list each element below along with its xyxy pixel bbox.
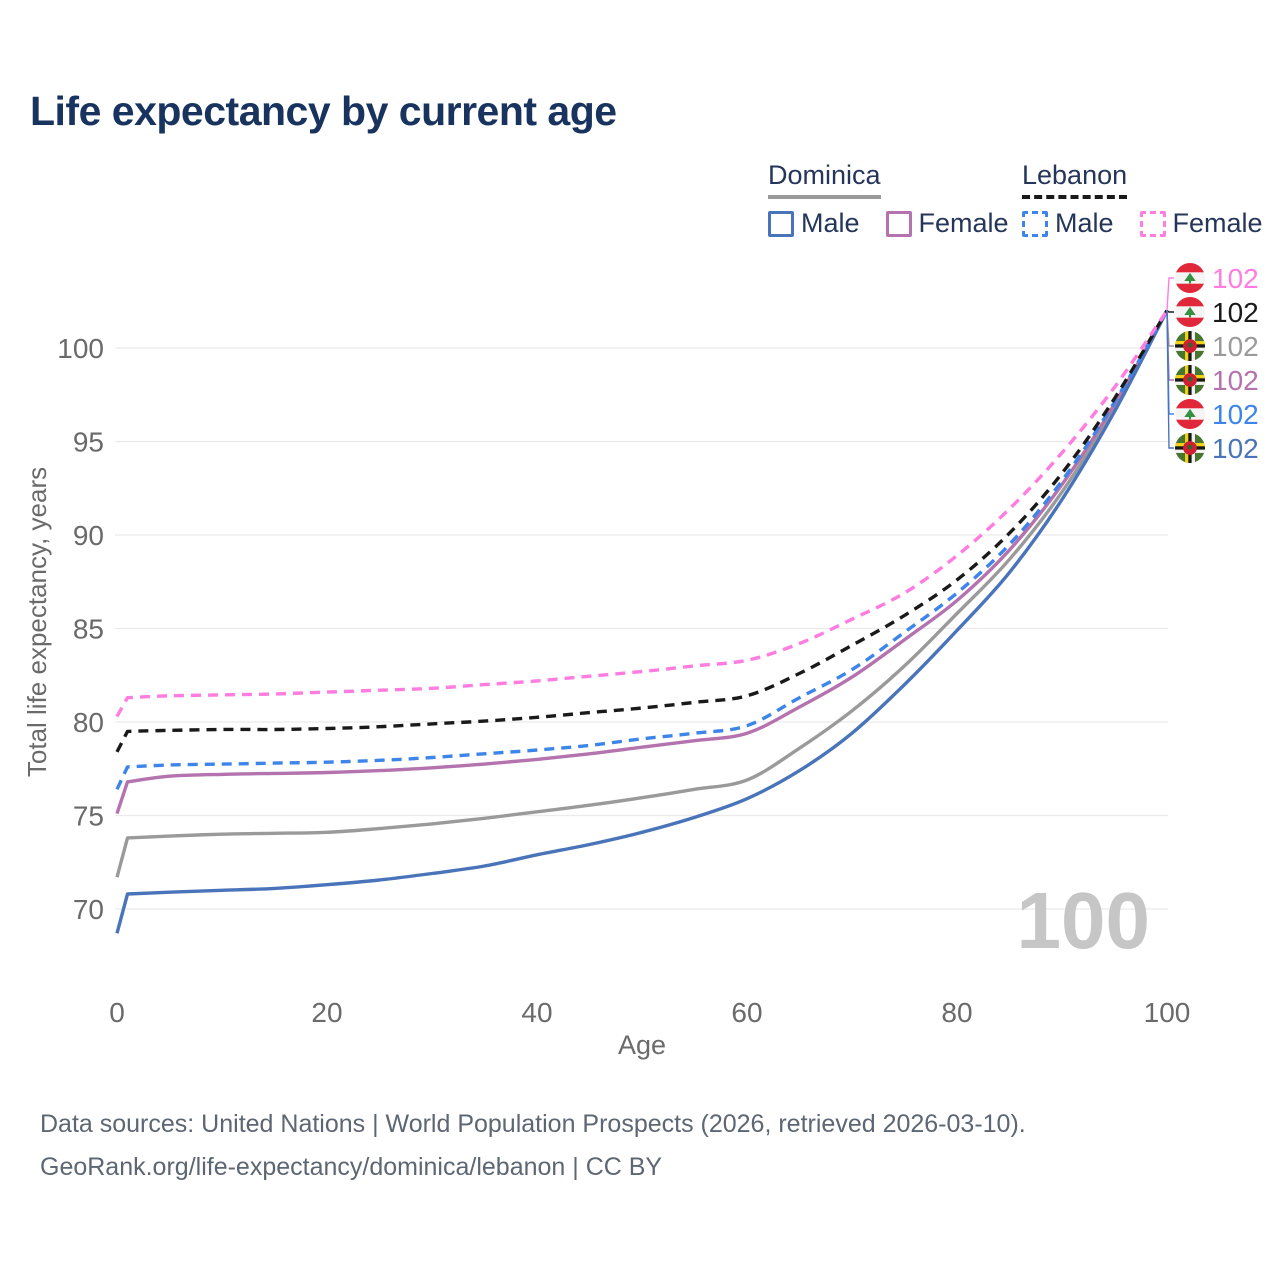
series-line-lebanon-female[interactable] bbox=[115, 309, 1169, 718]
end-label-connector bbox=[1166, 310, 1174, 449]
footer-attribution: Data sources: United Nations | World Pop… bbox=[40, 1103, 1026, 1189]
legend-item-lebanon-female[interactable]: Female bbox=[1139, 208, 1263, 239]
lebanon-female-swatch-icon bbox=[1139, 210, 1166, 237]
page-title: Life expectancy by current age bbox=[30, 88, 617, 134]
age-counter-watermark: 100 bbox=[1017, 876, 1150, 965]
dominica-male-swatch-icon bbox=[768, 210, 794, 237]
series-line-lebanon-male[interactable] bbox=[115, 309, 1169, 791]
y-tick-label: 80 bbox=[73, 707, 104, 738]
end-label-lebanon-both-sexes[interactable]: 102 bbox=[1212, 297, 1259, 328]
y-tick-label: 85 bbox=[73, 614, 104, 645]
legend-group-lebanon: Lebanon Male Female bbox=[1022, 160, 1263, 239]
end-label-connector bbox=[1166, 310, 1174, 313]
legend-country-lebanon[interactable]: Lebanon bbox=[1022, 160, 1128, 199]
x-tick-label: 60 bbox=[731, 997, 762, 1028]
end-label-dominica-male[interactable]: 102 bbox=[1212, 433, 1259, 464]
y-tick-label: 95 bbox=[73, 427, 104, 458]
lebanon-flag-icon bbox=[1175, 399, 1205, 429]
series-line-dominica-female[interactable] bbox=[115, 309, 1169, 815]
legend-item-label: Male bbox=[801, 208, 860, 238]
y-axis-title: Total life expectancy, years bbox=[22, 467, 52, 777]
legend-item-lebanon-male[interactable]: Male bbox=[1022, 208, 1114, 239]
dominica-flag-icon bbox=[1175, 365, 1205, 395]
series-line-dominica-male[interactable] bbox=[115, 309, 1169, 934]
legend-item-label: Female bbox=[918, 208, 1009, 238]
dominica-flag-icon bbox=[1175, 433, 1205, 463]
x-axis-title: Age bbox=[618, 1030, 666, 1060]
footer-line2: GeoRank.org/life-expectancy/dominica/leb… bbox=[40, 1153, 663, 1181]
series-line-lebanon-both-sexes[interactable] bbox=[115, 309, 1169, 753]
x-tick-label: 100 bbox=[1144, 997, 1191, 1028]
legend-item-dominica-male[interactable]: Male bbox=[768, 208, 860, 239]
footer-line1: Data sources: United Nations | World Pop… bbox=[40, 1110, 1026, 1138]
lebanon-line-style-icon bbox=[1022, 195, 1128, 199]
y-tick-label: 100 bbox=[57, 333, 104, 364]
dominica-flag-icon bbox=[1175, 331, 1205, 361]
end-label-lebanon-female[interactable]: 102 bbox=[1212, 263, 1259, 294]
legend-item-label: Male bbox=[1055, 208, 1114, 238]
legend-item-label: Female bbox=[1172, 208, 1263, 238]
dominica-line-style-icon bbox=[768, 195, 881, 199]
y-tick-label: 70 bbox=[73, 894, 104, 925]
x-tick-label: 20 bbox=[311, 997, 342, 1028]
x-tick-label: 80 bbox=[941, 997, 972, 1028]
y-tick-label: 90 bbox=[73, 520, 104, 551]
lebanon-flag-icon bbox=[1175, 297, 1205, 327]
lebanon-flag-icon bbox=[1175, 263, 1205, 293]
legend-country-label: Dominica bbox=[768, 160, 881, 190]
end-label-connector bbox=[1166, 277, 1174, 311]
x-tick-label: 0 bbox=[109, 997, 125, 1028]
y-tick-label: 75 bbox=[73, 801, 104, 832]
x-tick-label: 40 bbox=[521, 997, 552, 1028]
end-label-lebanon-male[interactable]: 102 bbox=[1212, 399, 1259, 430]
legend-country-dominica[interactable]: Dominica bbox=[768, 160, 881, 199]
lebanon-male-swatch-icon bbox=[1022, 210, 1048, 237]
legend-item-dominica-female[interactable]: Female bbox=[885, 208, 1009, 239]
dominica-female-swatch-icon bbox=[885, 210, 912, 237]
legend-country-label: Lebanon bbox=[1022, 160, 1128, 190]
end-label-dominica-both-sexes[interactable]: 102 bbox=[1212, 331, 1259, 362]
legend-group-dominica: Dominica Male Female bbox=[768, 160, 1009, 239]
series-line-dominica-both-sexes[interactable] bbox=[115, 309, 1169, 878]
end-label-dominica-female[interactable]: 102 bbox=[1212, 365, 1259, 396]
